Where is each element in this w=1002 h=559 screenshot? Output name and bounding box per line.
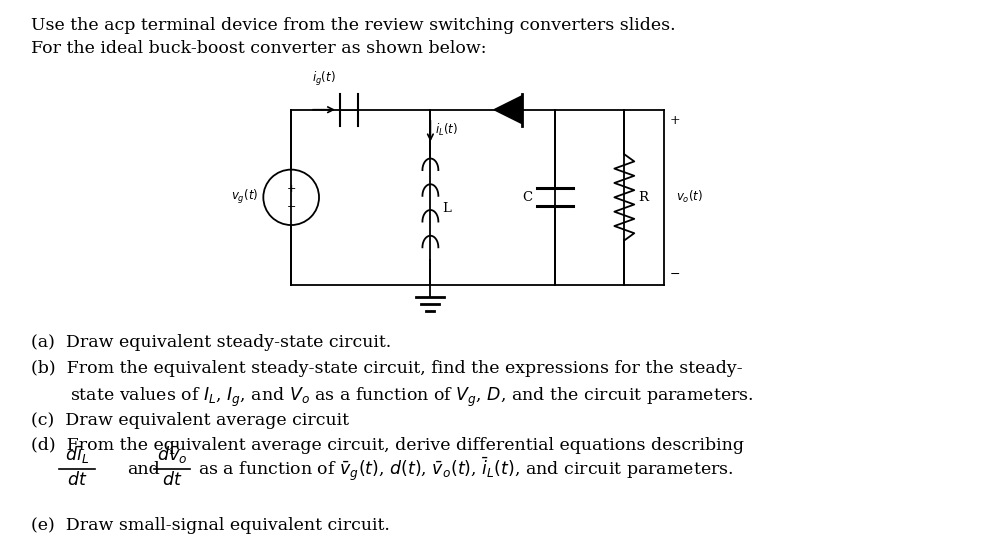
Text: −: − (287, 202, 296, 212)
Text: $i_L(t)$: $i_L(t)$ (435, 121, 458, 138)
Text: and: and (127, 461, 159, 477)
Text: (e)  Draw small-signal equivalent circuit.: (e) Draw small-signal equivalent circuit… (31, 517, 389, 534)
Text: For the ideal buck-boost converter as shown below:: For the ideal buck-boost converter as sh… (31, 40, 486, 58)
Text: $i_g(t)$: $i_g(t)$ (312, 70, 336, 88)
Text: (b)  From the equivalent steady-state circuit, find the expressions for the stea: (b) From the equivalent steady-state cir… (31, 360, 741, 377)
Text: as a function of $\bar{v}_g(t)$, $d(t)$, $\bar{v}_o(t)$, $\bar{i}_L(t)$, and cir: as a function of $\bar{v}_g(t)$, $d(t)$,… (197, 455, 732, 483)
Text: C: C (522, 191, 532, 204)
Text: (d)  From the equivalent average circuit, derive differential equations describi: (d) From the equivalent average circuit,… (31, 437, 742, 454)
Text: +: + (287, 184, 296, 195)
Text: $d\bar{v}_o$: $d\bar{v}_o$ (156, 444, 186, 465)
Text: $dt$: $dt$ (161, 471, 181, 489)
Polygon shape (494, 96, 521, 124)
Text: −: − (669, 268, 680, 281)
Text: state values of $I_L$, $I_g$, and $V_o$ as a function of $V_g$, $D$, and the cir: state values of $I_L$, $I_g$, and $V_o$ … (70, 386, 754, 409)
Text: $dt$: $dt$ (67, 471, 87, 489)
Text: $d\bar{\imath}_L$: $d\bar{\imath}_L$ (65, 444, 89, 465)
Text: $v_g(t)$: $v_g(t)$ (230, 188, 259, 206)
Text: (c)  Draw equivalent average circuit: (c) Draw equivalent average circuit (31, 411, 349, 429)
Text: L: L (442, 202, 451, 215)
Text: R: R (637, 191, 647, 204)
Text: (a)  Draw equivalent steady-state circuit.: (a) Draw equivalent steady-state circuit… (31, 334, 391, 352)
Text: Use the acp terminal device from the review switching converters slides.: Use the acp terminal device from the rev… (31, 17, 674, 34)
Text: $v_o(t)$: $v_o(t)$ (675, 190, 702, 205)
Text: +: + (669, 113, 680, 127)
